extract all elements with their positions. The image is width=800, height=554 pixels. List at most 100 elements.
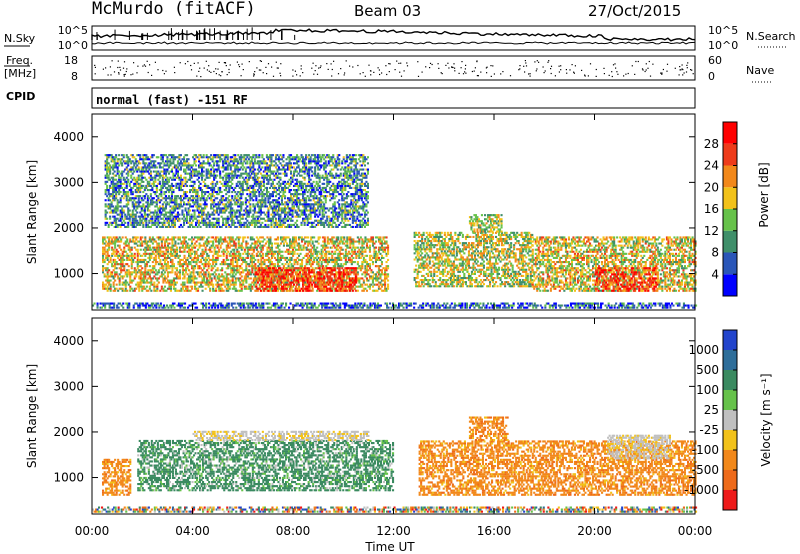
echo-cell [129, 251, 131, 253]
echo-cell [357, 307, 359, 309]
echo-cell [256, 243, 258, 245]
echo-cell [117, 290, 119, 292]
echo-cell [199, 273, 201, 275]
echo-cell [161, 243, 163, 245]
freq-sample [472, 71, 473, 72]
echo-cell [570, 305, 572, 307]
echo-cell [165, 241, 167, 243]
echo-cell [277, 238, 279, 240]
echo-cell [114, 280, 116, 282]
echo-cell [313, 261, 315, 263]
echo-cell [123, 249, 125, 251]
echo-cell [448, 240, 450, 242]
echo-cell [190, 255, 192, 257]
echo-cell [361, 238, 363, 240]
echo-cell [381, 241, 383, 243]
echo-cell [105, 241, 107, 243]
echo-cell [345, 263, 347, 265]
echo-cell [457, 240, 459, 242]
echo-cell [290, 303, 292, 305]
echo-cell [137, 267, 139, 269]
freq-sample [530, 76, 531, 77]
echo-cell [468, 265, 470, 267]
echo-cell [355, 277, 357, 279]
echo-cell [128, 303, 130, 305]
echo-cell [221, 269, 223, 271]
echo-cell [345, 280, 347, 282]
echo-cell [116, 249, 118, 251]
echo-cell [632, 303, 634, 305]
echo-cell [155, 257, 157, 259]
echo-cell [468, 242, 470, 244]
echo-cell [193, 280, 195, 282]
freq-sample [430, 63, 431, 64]
echo-cell [439, 265, 441, 267]
echo-cell [336, 261, 338, 263]
echo-cell [429, 283, 431, 285]
echo-cell [328, 257, 330, 259]
echo-cell [122, 261, 124, 263]
echo-cell [145, 305, 147, 307]
echo-cell [211, 251, 213, 253]
echo-cell [363, 303, 365, 305]
echo-cell [161, 286, 163, 288]
echo-cell [122, 307, 124, 309]
echo-cell [447, 244, 449, 246]
echo-cell [137, 236, 139, 238]
echo-cell [334, 251, 336, 253]
freq-sample [687, 62, 688, 63]
echo-cell [263, 267, 265, 269]
echo-cell [387, 251, 389, 253]
echo-cell [174, 245, 176, 247]
echo-cell [669, 305, 671, 307]
freq-sample [266, 73, 267, 74]
echo-cell [373, 249, 375, 251]
echo-cell [423, 246, 425, 248]
echo-cell [273, 275, 275, 277]
echo-cell [688, 305, 690, 307]
echo-cell [351, 263, 353, 265]
freq-sample [465, 73, 466, 74]
echo-cell [344, 286, 346, 288]
echo-cell [258, 303, 260, 305]
echo-cell [349, 273, 351, 275]
echo-cell [179, 271, 181, 273]
echo-cell [499, 307, 501, 309]
echo-cell [340, 288, 342, 290]
freq-sample [378, 67, 379, 68]
echo-cell [355, 253, 357, 255]
freq-sample [249, 61, 250, 62]
echo-cell [349, 282, 351, 284]
freq-sample [438, 68, 439, 69]
echo-cell [358, 241, 360, 243]
echo-cell [282, 280, 284, 282]
echo-cell [238, 238, 240, 240]
echo-cell [481, 285, 483, 287]
echo-cell [511, 307, 513, 309]
echo-cell [202, 303, 204, 305]
echo-cell [176, 247, 178, 249]
freq-sample [448, 67, 449, 68]
echo-cell [384, 251, 386, 253]
echo-cell [454, 240, 456, 242]
echo-cell [333, 245, 335, 247]
echo-cell [156, 290, 158, 292]
echo-cell [328, 261, 330, 263]
freq-sample [399, 72, 400, 73]
echo-cell [134, 290, 136, 292]
echo-cell [337, 280, 339, 282]
echo-cell [346, 282, 348, 284]
echo-cell [471, 277, 473, 279]
echo-cell [508, 307, 510, 309]
echo-cell [332, 286, 334, 288]
freq-sample [573, 72, 574, 73]
echo-cell [387, 267, 389, 269]
freq-sample [119, 67, 120, 68]
freq-sample [442, 73, 443, 74]
echo-cell [384, 271, 386, 273]
echo-cell [97, 305, 99, 307]
echo-cell [329, 282, 331, 284]
echo-cell [280, 307, 282, 309]
echo-cell [422, 305, 424, 307]
echo-cell [321, 286, 323, 288]
